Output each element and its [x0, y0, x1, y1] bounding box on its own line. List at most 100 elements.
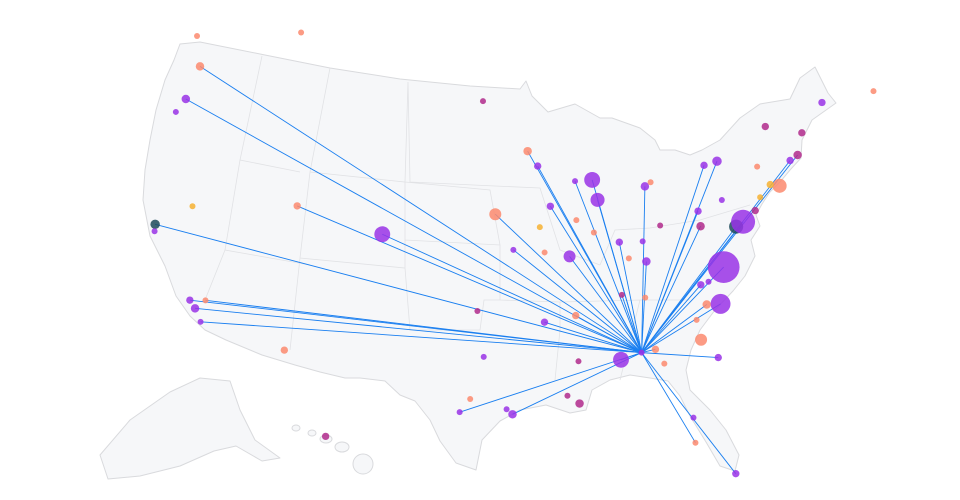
airport-dot	[640, 182, 650, 191]
airport-dot	[590, 192, 605, 207]
airport-dot	[690, 414, 697, 421]
airport-dot	[510, 246, 517, 253]
airport-dot	[705, 278, 712, 285]
airport-dot	[575, 358, 582, 365]
airport-dot	[508, 410, 517, 419]
airport-dot	[590, 229, 597, 236]
hawaii-island	[352, 453, 374, 475]
route-line	[641, 284, 702, 353]
route-line	[641, 304, 708, 353]
airport-dot	[546, 202, 555, 210]
airport-dot	[189, 203, 196, 210]
route-line	[597, 199, 643, 353]
route-line	[641, 352, 737, 474]
airport-dot	[293, 202, 301, 210]
airport-dot	[194, 33, 201, 40]
airport-dot	[536, 224, 543, 231]
route-line	[641, 303, 721, 354]
airport-dot	[540, 318, 549, 326]
airport-dot	[298, 29, 305, 36]
route-line	[199, 66, 642, 353]
route-line	[641, 261, 647, 353]
airport-dot	[479, 98, 486, 105]
route-line	[641, 352, 696, 443]
airport-dot	[692, 439, 699, 446]
airport-dot	[186, 296, 194, 304]
airport-dot	[757, 194, 764, 201]
airport-dot	[694, 207, 702, 215]
airport-dot	[280, 346, 289, 354]
airport-dot	[696, 221, 705, 231]
hub-dot	[638, 349, 645, 356]
airport-dot	[503, 406, 510, 413]
airport-dot	[195, 62, 205, 71]
route-line	[544, 321, 642, 354]
airport-dot	[150, 219, 160, 230]
airport-dot	[714, 353, 722, 362]
route-line	[641, 226, 701, 353]
hawaii-island	[307, 429, 317, 437]
airport-dot	[190, 304, 200, 313]
route-line	[513, 249, 642, 353]
airport-dot	[467, 395, 474, 402]
airport-dot	[766, 180, 774, 189]
route-line	[382, 233, 642, 354]
airport-dot	[718, 196, 725, 203]
airports	[150, 29, 877, 478]
airport-dot	[786, 156, 794, 165]
airport-dot	[870, 88, 877, 95]
airport-dot	[695, 333, 708, 346]
routes	[155, 66, 798, 474]
route-line	[459, 352, 642, 413]
route-line	[205, 299, 642, 354]
route-line	[200, 321, 642, 354]
airport-dot	[818, 98, 826, 107]
airport-dot	[584, 171, 601, 188]
airport-dot	[615, 238, 623, 246]
airport-dot	[474, 307, 481, 314]
airport-dot	[456, 409, 463, 416]
airport-dot	[710, 293, 731, 314]
airport-dot	[523, 146, 532, 156]
route-line	[574, 180, 643, 353]
route-line	[549, 206, 642, 353]
airport-dot	[480, 353, 487, 360]
airport-dot	[618, 291, 625, 298]
airport-dot	[798, 129, 806, 137]
hawaii-island	[291, 424, 301, 432]
airport-dot	[489, 208, 502, 221]
airport-dot	[647, 179, 654, 186]
airport-dot	[564, 392, 571, 399]
route-line	[155, 223, 642, 354]
airport-dot	[700, 161, 708, 169]
airport-dot	[732, 470, 740, 478]
airport-dot	[197, 318, 204, 325]
airport-dot	[541, 249, 548, 256]
airport-dot	[625, 255, 632, 262]
airport-dot	[202, 297, 209, 304]
route-line	[296, 205, 642, 354]
airport-dot	[712, 156, 722, 166]
airport-dot	[573, 217, 580, 224]
airport-dot	[575, 399, 584, 408]
route-line	[494, 213, 642, 353]
airport-dot	[572, 311, 580, 320]
airport-dot	[639, 238, 646, 245]
airport-dot	[151, 228, 158, 235]
airport-dot	[761, 122, 769, 131]
airport-dot	[181, 94, 191, 104]
alaska	[99, 377, 281, 480]
airport-dot	[697, 281, 705, 289]
route-line	[569, 256, 642, 353]
route-line	[621, 294, 643, 353]
airport-dot	[702, 300, 711, 309]
route-line	[185, 98, 642, 354]
route-line	[618, 242, 643, 353]
airport-dot	[642, 294, 649, 301]
airport-dot	[751, 206, 759, 215]
airport-dot	[172, 108, 179, 115]
route-line	[641, 165, 705, 353]
airport-dot	[563, 250, 576, 263]
